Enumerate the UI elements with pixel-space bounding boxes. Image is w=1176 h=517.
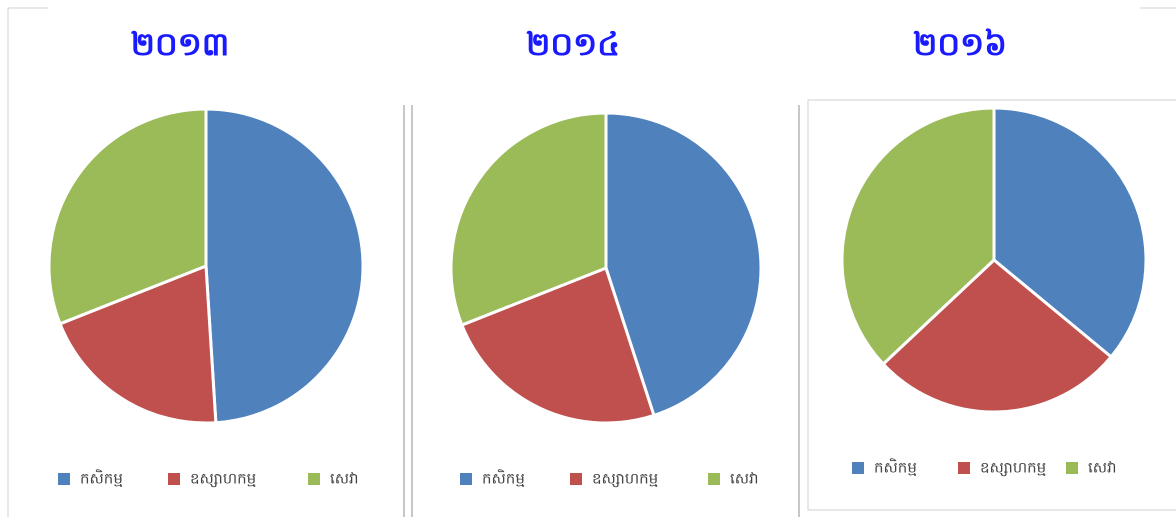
legend-label: ឧស្សាហកម្ម <box>190 470 256 488</box>
legend-label: កសិកម្ម <box>80 469 123 488</box>
pie-slice <box>992 106 1148 360</box>
legend-swatch <box>958 462 970 474</box>
legend-label: ឧស្សាហកម្ម <box>980 459 1046 477</box>
chart-title: ២០១៤ <box>526 25 620 63</box>
pie-slice <box>604 111 763 418</box>
legend-swatch <box>168 473 180 485</box>
legend-swatch <box>58 473 70 485</box>
legend-swatch <box>852 462 864 474</box>
chart-title: ២០១៣ <box>131 25 229 63</box>
pie-slice <box>58 263 218 425</box>
legend-swatch <box>460 473 472 485</box>
pie-slice <box>840 106 996 367</box>
legend-label: កសិកម្ម <box>482 469 525 488</box>
pie-slice <box>449 111 608 328</box>
pie-slice <box>204 107 365 425</box>
legend-swatch <box>1066 462 1078 474</box>
panel-border <box>807 99 1176 511</box>
legend-swatch <box>570 473 582 485</box>
legend-label: ឧស្សាហកម្ម <box>592 470 658 488</box>
pie-slice <box>47 107 208 326</box>
pie-slice <box>881 258 1114 414</box>
legend-label: សេវា <box>1088 459 1117 477</box>
legend-swatch <box>308 473 320 485</box>
legend-label: កសិកម្ម <box>874 458 917 477</box>
legend-label: សេវា <box>730 470 759 488</box>
legend-label: សេវា <box>330 470 359 488</box>
legend-swatch <box>708 473 720 485</box>
chart-title: ២០១៦ <box>913 25 1007 63</box>
